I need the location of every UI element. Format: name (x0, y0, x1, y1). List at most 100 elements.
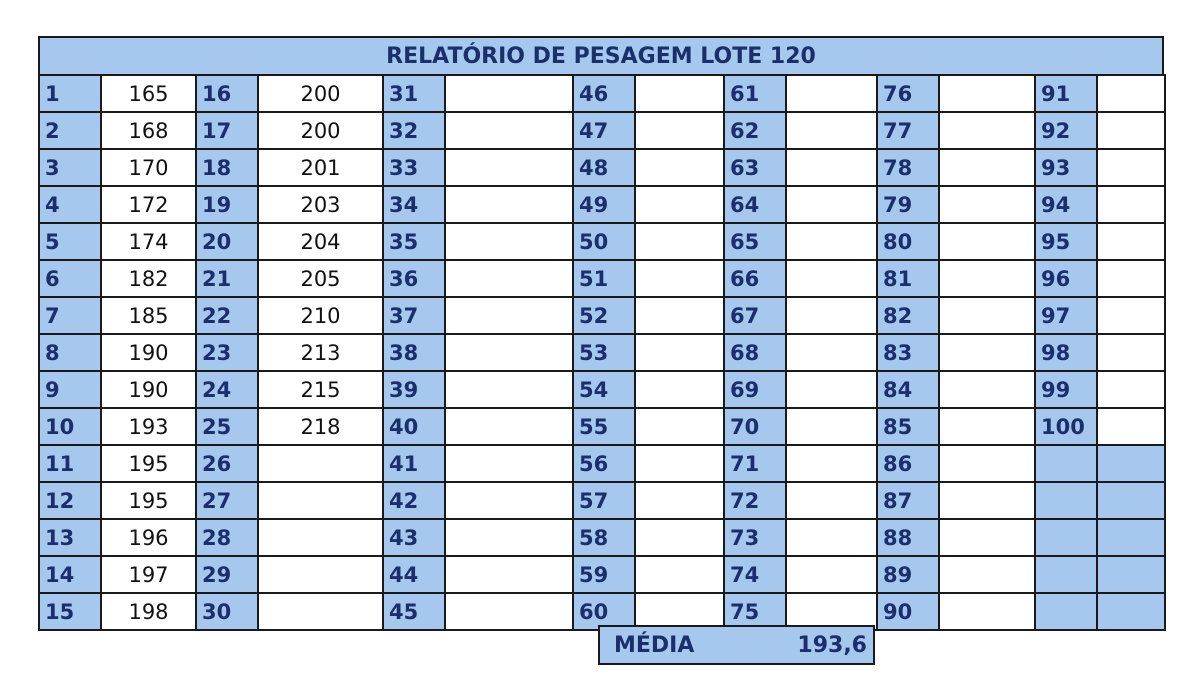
row-number: 43 (382, 518, 446, 557)
row-number: 57 (572, 481, 636, 520)
row-number: 60 (572, 592, 636, 631)
weight-value (634, 148, 725, 187)
row-number: 80 (876, 222, 940, 261)
row-number: 63 (723, 148, 787, 187)
weight-value (444, 74, 574, 113)
row-number: 33 (382, 148, 446, 187)
weight-value: 195 (100, 444, 197, 483)
row-number: 31 (382, 74, 446, 113)
row-number: 92 (1034, 111, 1098, 150)
row-number: 42 (382, 481, 446, 520)
row-number: 98 (1034, 333, 1098, 372)
row-number: 69 (723, 370, 787, 409)
row-number: 27 (195, 481, 259, 520)
row-number: 35 (382, 222, 446, 261)
weight-value (634, 185, 725, 224)
row-number: 40 (382, 407, 446, 446)
weight-value (257, 518, 384, 557)
row-number (1034, 592, 1098, 631)
weight-value: 201 (257, 148, 384, 187)
weight-value (257, 592, 384, 631)
row-number: 7 (38, 296, 102, 335)
weight-value: 210 (257, 296, 384, 335)
weight-value: 213 (257, 333, 384, 372)
row-number: 58 (572, 518, 636, 557)
weight-value (444, 333, 574, 372)
weight-value (938, 185, 1036, 224)
weight-value (634, 296, 725, 335)
weight-value (257, 444, 384, 483)
row-number: 17 (195, 111, 259, 150)
weight-value (938, 296, 1036, 335)
weight-value (444, 296, 574, 335)
weight-value (444, 370, 574, 409)
row-number: 95 (1034, 222, 1098, 261)
weight-value (634, 407, 725, 446)
row-number: 61 (723, 74, 787, 113)
weight-value (938, 407, 1036, 446)
weight-value (634, 222, 725, 261)
weight-value: 196 (100, 518, 197, 557)
row-number: 30 (195, 592, 259, 631)
weight-value: 185 (100, 296, 197, 335)
weight-value (785, 74, 878, 113)
weight-value (938, 481, 1036, 520)
row-number: 85 (876, 407, 940, 446)
weighing-report-table: RELATÓRIO DE PESAGEM LOTE 120 1 165 2 168 3 1… (38, 36, 1166, 631)
row-number: 5 (38, 222, 102, 261)
row-number: 13 (38, 518, 102, 557)
weight-value (634, 333, 725, 372)
row-number: 50 (572, 222, 636, 261)
weight-value (634, 444, 725, 483)
weight-value (444, 518, 574, 557)
average-box: MÉDIA 193,6 (598, 625, 875, 665)
row-number: 82 (876, 296, 940, 335)
row-number: 1 (38, 74, 102, 113)
row-number: 37 (382, 296, 446, 335)
row-number: 14 (38, 555, 102, 594)
weight-value (1096, 481, 1166, 520)
weight-value: 170 (100, 148, 197, 187)
weight-value: 197 (100, 555, 197, 594)
weight-value (634, 74, 725, 113)
row-number: 11 (38, 444, 102, 483)
weight-value: 193 (100, 407, 197, 446)
weight-value: 218 (257, 407, 384, 446)
row-number: 86 (876, 444, 940, 483)
row-number: 22 (195, 296, 259, 335)
row-number: 62 (723, 111, 787, 150)
weight-value (444, 481, 574, 520)
weight-value (938, 518, 1036, 557)
weight-value (444, 592, 574, 631)
weight-value (634, 555, 725, 594)
weight-value (444, 111, 574, 150)
weight-value: 190 (100, 333, 197, 372)
row-number: 18 (195, 148, 259, 187)
weight-value: 168 (100, 111, 197, 150)
row-number: 79 (876, 185, 940, 224)
row-number: 76 (876, 74, 940, 113)
weight-value (938, 555, 1036, 594)
row-number: 88 (876, 518, 940, 557)
row-number: 99 (1034, 370, 1098, 409)
weight-value: 204 (257, 222, 384, 261)
row-number: 8 (38, 333, 102, 372)
row-number: 97 (1034, 296, 1098, 335)
row-number: 78 (876, 148, 940, 187)
weight-value (444, 444, 574, 483)
weight-value (1096, 111, 1166, 150)
weight-value (1096, 555, 1166, 594)
weight-value: 200 (257, 111, 384, 150)
weight-value (634, 111, 725, 150)
row-number (1034, 481, 1098, 520)
weight-value: 174 (100, 222, 197, 261)
row-number: 72 (723, 481, 787, 520)
weight-value (444, 185, 574, 224)
row-number: 83 (876, 333, 940, 372)
row-number: 96 (1034, 259, 1098, 298)
row-number: 4 (38, 185, 102, 224)
weight-value (785, 444, 878, 483)
row-number: 38 (382, 333, 446, 372)
weight-value: 215 (257, 370, 384, 409)
weight-value (785, 481, 878, 520)
